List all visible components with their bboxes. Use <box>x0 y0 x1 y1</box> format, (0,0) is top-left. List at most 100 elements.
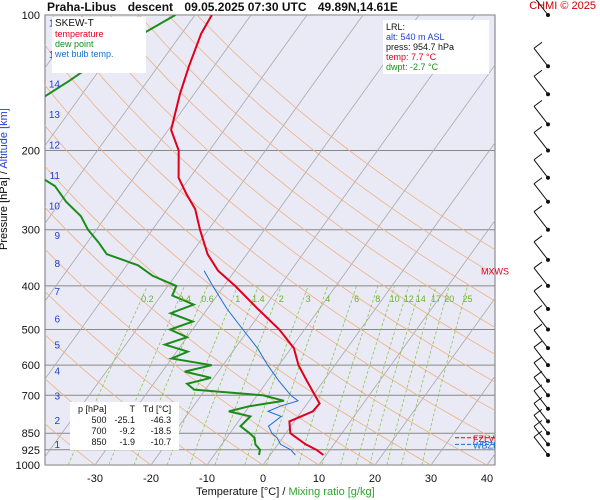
pressure-tick-label: 1000 <box>16 460 40 472</box>
isotherm <box>543 15 600 465</box>
wind-barb <box>533 126 550 153</box>
altitude-tick-label: 13 <box>49 110 61 121</box>
levels-header-td: Td [°C] <box>143 404 172 414</box>
mixing-ratio-line <box>214 285 282 465</box>
wind-barb-flag <box>533 69 543 77</box>
wind-barb-dot <box>546 431 550 436</box>
dry-adiabat <box>45 206 376 465</box>
wind-barb <box>533 41 550 69</box>
pressure-tick-label: 400 <box>22 281 40 293</box>
station-name: Praha-Libus <box>47 0 117 14</box>
x-tick-label: 30 <box>425 473 437 485</box>
mixing-ratio-label: 4 <box>325 294 330 304</box>
wind-barb <box>533 284 550 311</box>
dry-adiabat <box>45 423 96 465</box>
wind-barb-dot <box>546 13 550 17</box>
wind-barb-flag <box>533 323 543 331</box>
cell-t: -9.2 <box>119 426 136 436</box>
isotherm <box>94 15 420 465</box>
dry-adiabat <box>45 165 432 465</box>
mixing-ratio-line <box>321 285 379 465</box>
legend-wet-bulb: wet bulb temp. <box>55 49 114 59</box>
mixing-ratio-label: 0.2 <box>141 294 154 304</box>
cell-p: 700 <box>91 426 107 436</box>
wind-barb-flag <box>533 284 543 292</box>
dry-adiabat <box>109 15 495 328</box>
mixing-ratio-line <box>67 285 148 465</box>
wind-barb-flag <box>533 384 543 392</box>
series-dew-point-line <box>45 15 285 456</box>
cell-p: 500 <box>91 415 107 425</box>
altitude-tick-label: 7 <box>54 287 60 298</box>
wind-barb-staff <box>533 75 549 95</box>
isotherm <box>486 453 495 465</box>
y-axis-title-sep: / <box>0 171 10 174</box>
wind-barb-dot <box>546 199 550 204</box>
pressure-tick-label: 850 <box>22 428 40 440</box>
mixing-ratio-label: 10 <box>390 294 400 304</box>
y-axis-title-alt: Altitude [km] <box>0 108 10 169</box>
dry-adiabat <box>45 84 495 440</box>
altitude-tick-label: 12 <box>49 141 61 152</box>
mixing-ratio-label: 2 <box>279 294 284 304</box>
coords-label: 49.89N,14.61E <box>317 0 398 14</box>
wind-barb-dot <box>546 363 550 368</box>
wind-barb-flag <box>533 370 543 378</box>
wind-barb-flag <box>533 430 543 438</box>
pressure-tick-label: 100 <box>22 10 40 22</box>
isotherm <box>262 142 495 465</box>
mixing-ratio-line <box>266 285 329 465</box>
wind-barb-dot <box>546 306 550 311</box>
x-axis-title-mix: Mixing ratio [g/kg] <box>288 486 375 498</box>
wind-barb-dot <box>546 64 550 69</box>
wind-barb <box>533 323 550 351</box>
fzlv-label: FZLV <box>473 434 494 444</box>
wind-barb-dot <box>546 442 550 447</box>
mixing-ratio-label: 1.4 <box>252 294 265 304</box>
legend-temperature: temperature <box>55 29 104 39</box>
altitude-tick-label: 4 <box>54 366 60 377</box>
pressure-tick-label: 700 <box>22 390 40 402</box>
dry-adiabat <box>80 15 495 355</box>
cell-td: -18.5 <box>150 426 172 436</box>
wbzl-label: WBZL <box>473 440 498 450</box>
isotherm <box>45 15 252 302</box>
wind-barb-dot <box>546 346 550 351</box>
mixing-ratio-label: 6 <box>354 294 359 304</box>
wind-barb-staff <box>533 241 549 261</box>
wind-barb-staff <box>533 267 549 287</box>
cell-p: 850 <box>91 437 107 447</box>
pressure-tick-label: 500 <box>22 325 40 337</box>
altitude-tick-label: 14 <box>49 80 61 91</box>
wind-barb-flag <box>533 261 543 269</box>
wind-barb-staff <box>533 329 549 349</box>
wind-barb <box>533 340 550 368</box>
x-tick-label: -30 <box>87 473 103 485</box>
wind-barb-flag <box>533 99 543 107</box>
wind-barb <box>533 99 550 127</box>
lrl-panel: LRL: alt: 540 m ASL press: 954.7 hPa tem… <box>383 20 489 74</box>
levels-header-p: p [hPa] <box>78 404 107 414</box>
levels-table: p [hPa] T Td [°C] 500 -25.1 -46.3 700 -9… <box>70 402 180 450</box>
altitude-tick-label: 6 <box>54 314 60 325</box>
lrl-dwpt: dwpt: -2.7 °C <box>386 62 439 72</box>
mixing-ratio-line <box>244 285 309 465</box>
datetime-label: 09.05.2025 07:30 UTC <box>184 0 307 14</box>
wind-barb <box>533 384 550 411</box>
wind-barb-staff <box>533 376 549 396</box>
wind-barb-staff <box>533 403 549 422</box>
mixing-ratio-line <box>401 285 450 465</box>
x-tick-label: 0 <box>260 473 266 485</box>
dry-adiabat <box>167 15 495 276</box>
wind-barb-staff <box>533 311 549 330</box>
wind-barb <box>533 205 550 232</box>
legend-dew-point: dew point <box>55 39 94 49</box>
wind-barb-flag <box>533 235 543 243</box>
wind-barb <box>533 305 550 332</box>
wind-barb-flag <box>533 356 543 364</box>
y-axis-title-pressure: Pressure [hPa] <box>0 177 10 250</box>
x-axis-title-sep: / <box>282 486 286 498</box>
table-row: 700 -9.2 -18.5 <box>74 426 175 437</box>
wind-barb-staff <box>533 106 549 125</box>
